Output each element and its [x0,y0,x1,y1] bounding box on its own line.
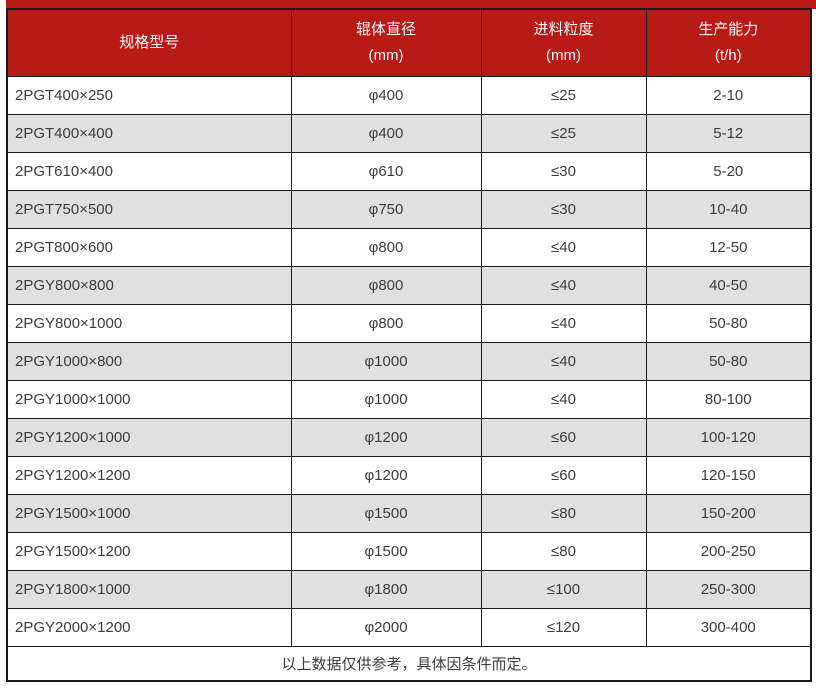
table-row: 2PGY1500×1000 φ1500 ≤80 150-200 [6,494,812,533]
header-capacity: 生产能力 (t/h) [645,8,812,77]
capacity-cell: 120-150 [645,456,812,495]
table-row: 2PGT800×600 φ800 ≤40 12-50 [6,228,812,267]
model-cell: 2PGT610×400 [6,152,292,191]
capacity-cell: 50-80 [645,304,812,343]
feed-size-cell: ≤80 [480,532,647,571]
feed-size-cell: ≤30 [480,152,647,191]
header-roller-diameter-title: 辊体直径 [355,21,416,38]
roller-diameter-cell: φ1500 [290,494,482,533]
feed-size-cell: ≤25 [480,114,647,153]
capacity-cell: 5-20 [645,152,812,191]
capacity-cell: 50-80 [645,342,812,381]
feed-size-cell: ≤60 [480,456,647,495]
header-row: 规格型号 辊体直径 (mm) 进料粒度 (mm) 生产能力 (t/h) [6,8,812,77]
feed-size-cell: ≤30 [480,190,647,229]
header-capacity-title: 生产能力 [698,21,759,38]
model-cell: 2PGY2000×1200 [6,608,292,647]
spec-table: 规格型号 辊体直径 (mm) 进料粒度 (mm) 生产能力 (t/h) 2PGT… [6,8,812,682]
model-cell: 2PGY800×1000 [6,304,292,343]
capacity-cell: 10-40 [645,190,812,229]
capacity-cell: 12-50 [645,228,812,267]
feed-size-cell: ≤120 [480,608,647,647]
table-row: 2PGY1000×800 φ1000 ≤40 50-80 [6,342,812,381]
roller-diameter-cell: φ800 [290,304,482,343]
roller-diameter-cell: φ2000 [290,608,482,647]
header-roller-diameter: 辊体直径 (mm) [290,8,482,77]
model-cell: 2PGY1000×1000 [6,380,292,419]
model-cell: 2PGT750×500 [6,190,292,229]
feed-size-cell: ≤40 [480,380,647,419]
feed-size-cell: ≤100 [480,570,647,609]
model-cell: 2PGY1800×1000 [6,570,292,609]
model-cell: 2PGY1200×1000 [6,418,292,457]
model-cell: 2PGT400×400 [6,114,292,153]
model-cell: 2PGY1000×800 [6,342,292,381]
model-cell: 2PGT400×250 [6,76,292,115]
table-row: 2PGY800×800 φ800 ≤40 40-50 [6,266,812,305]
header-roller-diameter-unit: (mm) [368,47,404,64]
capacity-cell: 2-10 [645,76,812,115]
feed-size-cell: ≤40 [480,266,647,305]
roller-diameter-cell: φ800 [290,228,482,267]
capacity-cell: 200-250 [645,532,812,571]
table-row: 2PGY1500×1200 φ1500 ≤80 200-250 [6,532,812,571]
roller-diameter-cell: φ1000 [290,380,482,419]
table-row: 2PGY800×1000 φ800 ≤40 50-80 [6,304,812,343]
table-row: 2PGY1200×1000 φ1200 ≤60 100-120 [6,418,812,457]
header-capacity-unit: (t/h) [714,47,742,64]
header-feed-size-title: 进料粒度 [533,21,594,38]
table-row: 2PGT400×400 φ400 ≤25 5-12 [6,114,812,153]
table-row: 2PGY1200×1200 φ1200 ≤60 120-150 [6,456,812,495]
table-row: 2PGT400×250 φ400 ≤25 2-10 [6,76,812,115]
capacity-cell: 250-300 [645,570,812,609]
header-model: 规格型号 [6,8,292,77]
footnote-row: 以上数据仅供参考，具体因条件而定。 [6,646,812,682]
roller-diameter-cell: φ1200 [290,418,482,457]
model-cell: 2PGY1500×1000 [6,494,292,533]
capacity-cell: 100-120 [645,418,812,457]
table-row: 2PGY1000×1000 φ1000 ≤40 80-100 [6,380,812,419]
feed-size-cell: ≤40 [480,304,647,343]
feed-size-cell: ≤80 [480,494,647,533]
roller-diameter-cell: φ1800 [290,570,482,609]
header-feed-size-unit: (mm) [546,47,581,64]
header-feed-size: 进料粒度 (mm) [480,8,647,77]
feed-size-cell: ≤25 [480,76,647,115]
header-model-title: 规格型号 [119,34,180,51]
table-body: 2PGT400×250 φ400 ≤25 2-10 2PGT400×400 φ400 ≤25… [6,76,812,647]
model-cell: 2PGT800×600 [6,228,292,267]
model-cell: 2PGY800×800 [6,266,292,305]
capacity-cell: 300-400 [645,608,812,647]
top-accent-bar [6,0,816,9]
model-cell: 2PGY1500×1200 [6,532,292,571]
feed-size-cell: ≤60 [480,418,647,457]
model-cell: 2PGY1200×1200 [6,456,292,495]
roller-diameter-cell: φ750 [290,190,482,229]
capacity-cell: 150-200 [645,494,812,533]
feed-size-cell: ≤40 [480,342,647,381]
roller-diameter-cell: φ1200 [290,456,482,495]
table-row: 2PGY1800×1000 φ1800 ≤100 250-300 [6,570,812,609]
roller-diameter-cell: φ800 [290,266,482,305]
roller-diameter-cell: φ610 [290,152,482,191]
feed-size-cell: ≤40 [480,228,647,267]
roller-diameter-cell: φ1000 [290,342,482,381]
capacity-cell: 5-12 [645,114,812,153]
capacity-cell: 40-50 [645,266,812,305]
roller-diameter-cell: φ400 [290,76,482,115]
roller-diameter-cell: φ1500 [290,532,482,571]
capacity-cell: 80-100 [645,380,812,419]
table-row: 2PGT610×400 φ610 ≤30 5-20 [6,152,812,191]
table-row: 2PGY2000×1200 φ2000 ≤120 300-400 [6,608,812,647]
roller-diameter-cell: φ400 [290,114,482,153]
table-row: 2PGT750×500 φ750 ≤30 10-40 [6,190,812,229]
footnote-text: 以上数据仅供参考，具体因条件而定。 [6,646,812,682]
